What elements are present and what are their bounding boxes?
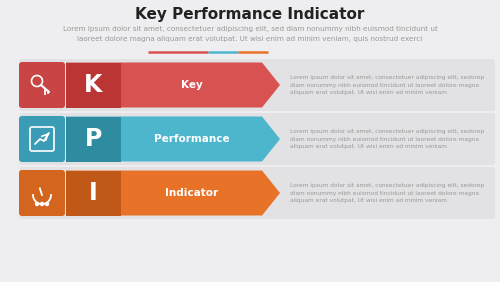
Text: P: P <box>85 127 102 151</box>
FancyBboxPatch shape <box>19 167 495 219</box>
Polygon shape <box>66 116 280 162</box>
Text: Lorem ipsum dolor sit amet, consectetuer adipiscing elit, sedorep
diam nonummy n: Lorem ipsum dolor sit amet, consectetuer… <box>290 129 484 149</box>
Text: Key: Key <box>180 80 203 90</box>
Circle shape <box>46 202 48 206</box>
Text: Indicator: Indicator <box>165 188 218 198</box>
FancyBboxPatch shape <box>19 62 65 108</box>
Text: Lorem ipsum dolor sit amet, consectetuer adipiscing elit, sedorep
diam nonummy n: Lorem ipsum dolor sit amet, consectetuer… <box>290 75 484 95</box>
Circle shape <box>40 202 43 206</box>
FancyBboxPatch shape <box>19 59 495 111</box>
Polygon shape <box>66 63 280 107</box>
FancyBboxPatch shape <box>19 170 65 216</box>
Text: Lorem ipsum dolor sit amet, consectetuer adipiscing elit, sedorep
diam nonummy n: Lorem ipsum dolor sit amet, consectetuer… <box>290 183 484 203</box>
FancyBboxPatch shape <box>19 113 495 165</box>
Text: Performance: Performance <box>154 134 230 144</box>
Text: I: I <box>89 181 98 205</box>
Polygon shape <box>66 116 121 162</box>
Polygon shape <box>66 171 121 215</box>
Polygon shape <box>66 63 121 107</box>
Polygon shape <box>66 171 280 215</box>
FancyBboxPatch shape <box>19 116 65 162</box>
Text: Key Performance Indicator: Key Performance Indicator <box>136 6 364 21</box>
Circle shape <box>36 202 38 206</box>
Text: Lorem ipsum dolor sit amet, consectetuer adipiscing elit, sed diam nonummy nibh : Lorem ipsum dolor sit amet, consectetuer… <box>62 26 438 42</box>
Text: K: K <box>84 73 102 97</box>
